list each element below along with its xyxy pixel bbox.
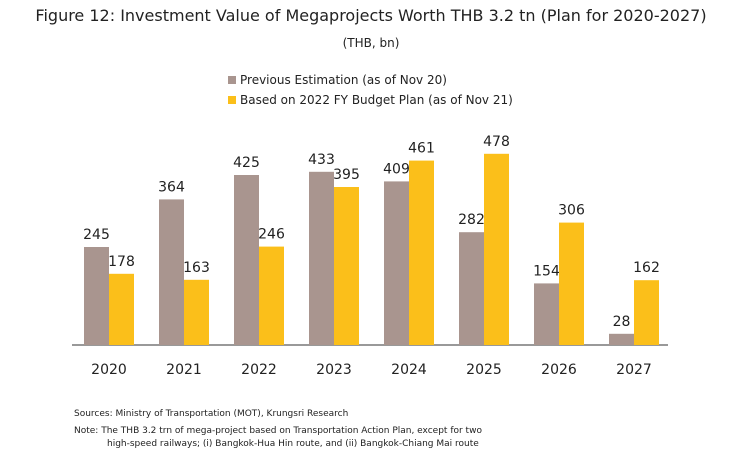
- chart-subtitle: (THB, bn): [342, 36, 400, 50]
- x-tick-label-2020: 2020: [91, 362, 127, 378]
- bar-previous-2020: [84, 247, 109, 345]
- data-label-previous-2025: 282: [458, 212, 485, 228]
- bar-previous-2027: [609, 333, 634, 345]
- bar-budget-2021: [184, 279, 209, 345]
- chart-title: Figure 12: Investment Value of Megaproje…: [35, 6, 707, 25]
- data-label-previous-2021: 364: [158, 179, 185, 195]
- data-label-budget-2027: 162: [633, 260, 660, 276]
- legend-item-previous: Previous Estimation (as of Nov 20): [228, 70, 513, 90]
- x-tick-label-2022: 2022: [241, 362, 277, 378]
- data-label-previous-2027: 28: [613, 314, 631, 330]
- bar-budget-2023: [334, 187, 359, 345]
- data-label-budget-2021: 163: [183, 260, 210, 276]
- x-tick-label-2025: 2025: [466, 362, 502, 378]
- legend-item-budget: Based on 2022 FY Budget Plan (as of Nov …: [228, 90, 513, 110]
- bar-budget-2026: [559, 222, 584, 345]
- data-label-budget-2023: 395: [333, 167, 360, 183]
- data-label-previous-2023: 433: [308, 152, 335, 168]
- bar-previous-2025: [459, 232, 484, 345]
- data-label-budget-2026: 306: [558, 203, 585, 219]
- data-label-budget-2022: 246: [258, 227, 285, 243]
- x-tick-label-2027: 2027: [616, 362, 652, 378]
- sources-text: Sources: Ministry of Transportation (MOT…: [74, 409, 349, 419]
- x-tick-label-2021: 2021: [166, 362, 202, 378]
- bar-previous-2021: [159, 199, 184, 345]
- bar-budget-2022: [259, 246, 284, 345]
- data-label-previous-2020: 245: [83, 227, 110, 243]
- data-label-previous-2024: 409: [383, 161, 410, 177]
- data-label-budget-2024: 461: [408, 141, 435, 157]
- note-text-line1: Note: The THB 3.2 trn of mega-project ba…: [74, 426, 482, 436]
- bar-budget-2020: [109, 273, 134, 345]
- bar-previous-2026: [534, 283, 559, 345]
- data-label-previous-2026: 154: [533, 263, 560, 279]
- bar-budget-2027: [634, 280, 659, 345]
- chart-notes: Sources: Ministry of Transportation (MOT…: [74, 408, 482, 451]
- x-tick-label-2026: 2026: [541, 362, 577, 378]
- bar-previous-2023: [309, 171, 334, 345]
- note-text-line2: high-speed railways; (i) Bangkok-Hua Hin…: [107, 439, 479, 449]
- bar-previous-2024: [384, 181, 409, 345]
- legend-swatch-previous: [228, 76, 236, 84]
- x-tick-label-2023: 2023: [316, 362, 352, 378]
- data-label-budget-2025: 478: [483, 134, 510, 150]
- legend-label-budget: Based on 2022 FY Budget Plan (as of Nov …: [240, 93, 513, 107]
- bar-previous-2022: [234, 175, 259, 345]
- legend-label-previous: Previous Estimation (as of Nov 20): [240, 73, 447, 87]
- data-label-budget-2020: 178: [108, 254, 135, 270]
- x-tick-label-2024: 2024: [391, 362, 427, 378]
- legend: Previous Estimation (as of Nov 20) Based…: [228, 70, 513, 110]
- bar-budget-2024: [409, 160, 434, 345]
- legend-swatch-budget: [228, 96, 236, 104]
- data-label-previous-2022: 425: [233, 155, 260, 171]
- bar-budget-2025: [484, 153, 509, 345]
